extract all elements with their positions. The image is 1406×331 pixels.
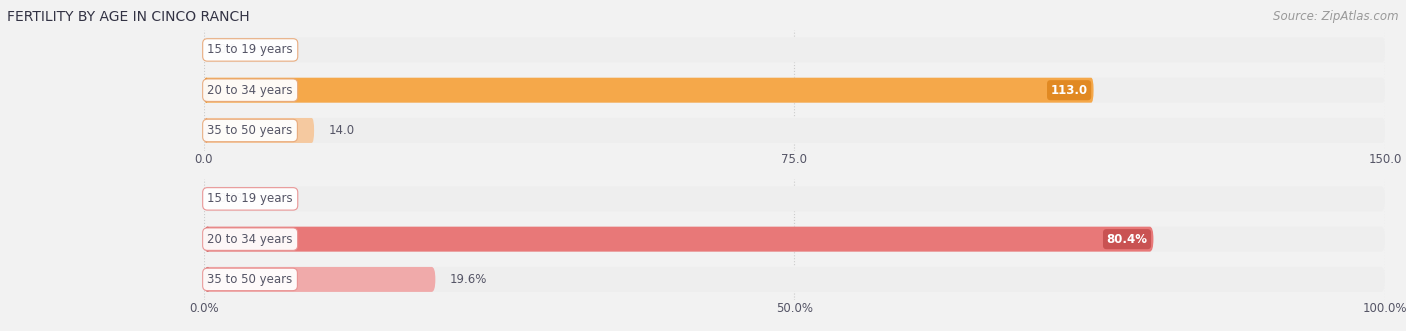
FancyBboxPatch shape [204,227,211,252]
FancyBboxPatch shape [204,118,208,143]
Text: 19.6%: 19.6% [450,273,486,286]
Text: 15 to 19 years: 15 to 19 years [208,192,292,205]
Text: Source: ZipAtlas.com: Source: ZipAtlas.com [1274,10,1399,23]
Text: 14.0: 14.0 [328,124,354,137]
Text: 80.4%: 80.4% [1107,233,1147,246]
Text: 20 to 34 years: 20 to 34 years [208,84,292,97]
FancyBboxPatch shape [204,78,208,103]
FancyBboxPatch shape [204,186,1385,212]
Text: 0.0%: 0.0% [218,192,247,205]
FancyBboxPatch shape [204,267,1385,292]
Text: 15 to 19 years: 15 to 19 years [208,43,292,56]
FancyBboxPatch shape [204,227,1385,252]
Text: FERTILITY BY AGE IN CINCO RANCH: FERTILITY BY AGE IN CINCO RANCH [7,10,250,24]
FancyBboxPatch shape [204,78,1094,103]
FancyBboxPatch shape [204,78,1385,103]
Text: 0.0: 0.0 [218,43,236,56]
FancyBboxPatch shape [204,267,436,292]
FancyBboxPatch shape [204,37,1385,63]
FancyBboxPatch shape [204,227,1153,252]
Text: 35 to 50 years: 35 to 50 years [208,124,292,137]
Text: 35 to 50 years: 35 to 50 years [208,273,292,286]
Text: 20 to 34 years: 20 to 34 years [208,233,292,246]
Text: 113.0: 113.0 [1050,84,1088,97]
FancyBboxPatch shape [204,267,211,292]
FancyBboxPatch shape [204,118,1385,143]
FancyBboxPatch shape [204,118,314,143]
